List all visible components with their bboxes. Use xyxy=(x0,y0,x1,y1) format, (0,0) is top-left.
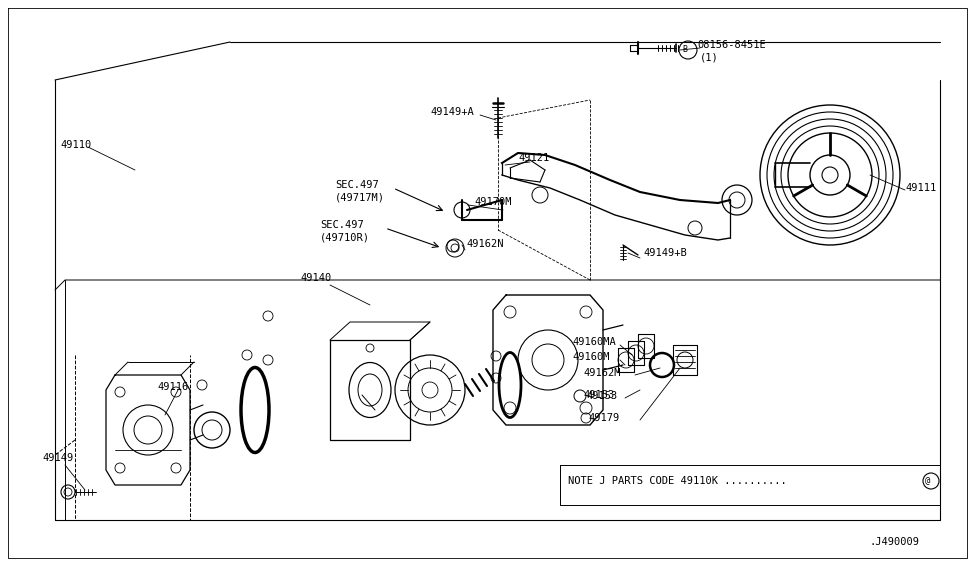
Text: SEC.497: SEC.497 xyxy=(335,180,378,190)
Text: 49162M: 49162M xyxy=(583,368,620,378)
Text: NOTE J PARTS CODE 49110K ..........: NOTE J PARTS CODE 49110K .......... xyxy=(568,476,787,486)
Text: (49717M): (49717M) xyxy=(335,193,385,203)
Text: 49170M: 49170M xyxy=(474,197,512,207)
Text: 49110: 49110 xyxy=(60,140,92,150)
Text: SEC.497: SEC.497 xyxy=(320,220,364,230)
Text: B: B xyxy=(682,45,687,54)
Text: (49710R): (49710R) xyxy=(320,233,370,243)
Text: 49111: 49111 xyxy=(905,183,936,193)
Text: .J490009: .J490009 xyxy=(870,537,920,547)
Text: 49140: 49140 xyxy=(300,273,332,283)
Text: 49160M: 49160M xyxy=(572,352,609,362)
Text: @: @ xyxy=(925,477,931,486)
Text: 49149: 49149 xyxy=(42,453,73,463)
Text: 49153: 49153 xyxy=(586,391,617,401)
Text: 49149+A: 49149+A xyxy=(430,107,474,117)
Text: 49162N: 49162N xyxy=(466,239,503,249)
Text: 49153: 49153 xyxy=(583,390,614,400)
Text: 49116: 49116 xyxy=(157,382,188,392)
Text: 49149+B: 49149+B xyxy=(643,248,686,258)
Text: 49160MA: 49160MA xyxy=(572,337,616,347)
Text: (1): (1) xyxy=(700,53,719,63)
Text: 08156-8451E: 08156-8451E xyxy=(697,40,765,50)
Text: 49121: 49121 xyxy=(518,153,549,163)
Text: 49179: 49179 xyxy=(588,413,619,423)
